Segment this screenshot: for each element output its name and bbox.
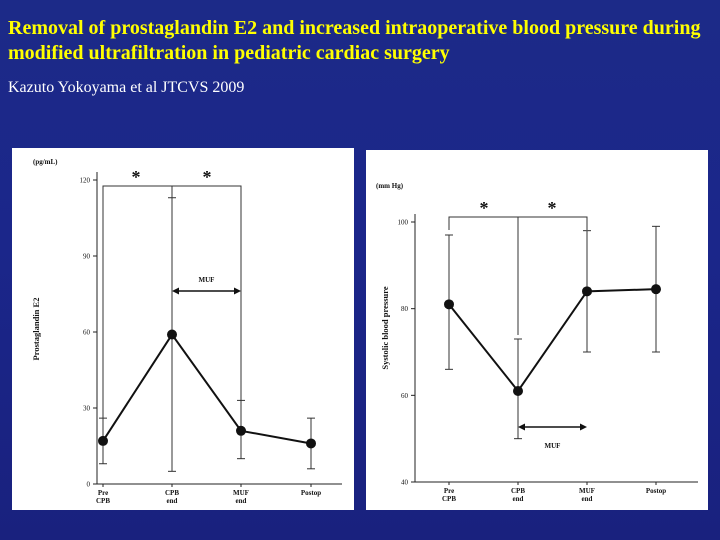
sbp-significance-mark: * (480, 198, 489, 218)
pge2-significance-mark: * (203, 167, 212, 187)
sbp-significance-bracket (517, 216, 588, 335)
pge2-chart-panel: 0 30 60 90 120 (pg/mL) Prostaglandin E2 Pre CPB C… (12, 148, 354, 510)
sbp-data-point (651, 284, 661, 295)
pge2-y-tick-label: 120 (80, 177, 91, 185)
sbp-muf-label: MUF (545, 442, 561, 450)
pge2-y-tick-label: 0 (87, 481, 91, 489)
sbp-x-tick-label: CPB (442, 495, 456, 503)
sbp-data-point (582, 286, 592, 297)
sbp-muf-arrowhead-right (580, 423, 587, 431)
sbp-muf-arrowhead-left (518, 423, 525, 431)
sbp-y-tick-label: 80 (401, 305, 409, 313)
slide-subtitle: Kazuto Yokoyama et al JTCVS 2009 (8, 79, 245, 96)
sbp-series-line (448, 288, 657, 393)
pge2-significance-bracket (171, 185, 242, 403)
pge2-series-line (102, 332, 312, 445)
sbp-data-point (513, 386, 523, 396)
sbp-significance-mark: * (548, 198, 557, 218)
slide-title: Removal of prostaglandin E2 and increase… (8, 17, 701, 64)
pge2-x-tick-label: CPB (165, 489, 179, 497)
pge2-x-tick-label: Pre (98, 489, 108, 497)
pge2-muf-arrowhead-right (234, 287, 241, 295)
pge2-significance-bracket (102, 185, 173, 420)
pge2-data-point (306, 438, 316, 449)
sbp-x-tick-label: end (582, 495, 593, 503)
pge2-x-tick-label: end (236, 497, 247, 505)
sbp-x-tick-label: Pre (444, 487, 454, 495)
sbp-y-tick-label: 60 (401, 392, 409, 400)
pge2-x-tick-label: Postop (301, 489, 321, 497)
pge2-significance-mark: * (132, 167, 141, 187)
pge2-data-point (236, 425, 246, 436)
pge2-y-tick-label: 30 (83, 405, 91, 413)
pge2-x-tick-label: MUF (233, 489, 249, 497)
sbp-y-axis-label: Systolic blood pressure (380, 286, 390, 370)
sbp-chart-panel: 40 60 80 100 (mm Hg) Systolic blood pressure P… (366, 150, 708, 510)
sbp-chart: 40 60 80 100 (mm Hg) Systolic blood pressure P… (376, 182, 698, 503)
pge2-y-tick-label: 60 (83, 329, 91, 337)
pge2-muf-label: MUF (199, 276, 215, 284)
sbp-unit-label: (mm Hg) (376, 182, 404, 190)
sbp-y-tick-label: 100 (398, 219, 409, 227)
pge2-x-tick-label: CPB (96, 497, 110, 505)
pge2-y-tick-label: 90 (83, 253, 91, 261)
sbp-x-tick-label: Postop (646, 487, 666, 495)
sbp-x-tick-label: MUF (579, 487, 595, 495)
pge2-unit-label: (pg/mL) (33, 158, 58, 166)
pge2-x-tick-label: end (167, 497, 178, 505)
pge2-data-point (98, 435, 108, 446)
sbp-x-tick-label: CPB (511, 487, 525, 495)
pge2-y-axis-label: Prostaglandin E2 (31, 298, 41, 361)
pge2-muf-arrowhead-left (172, 287, 179, 295)
sbp-y-tick-label: 40 (401, 479, 409, 487)
sbp-x-tick-label: end (513, 495, 524, 503)
sbp-data-point (444, 299, 454, 310)
pge2-data-point (167, 329, 177, 340)
